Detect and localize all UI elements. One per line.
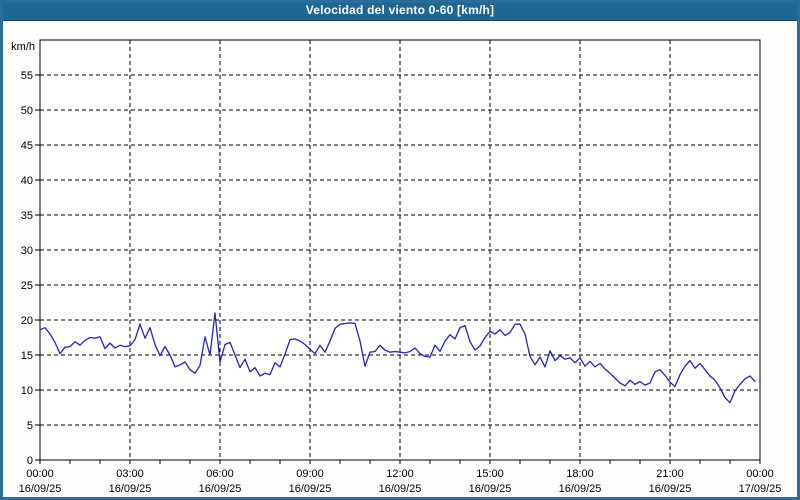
- y-tick-label: 55: [21, 70, 33, 82]
- window-title: Velocidad del viento 0-60 [km/h]: [305, 3, 495, 17]
- y-axis-unit-label: km/h: [11, 41, 35, 53]
- x-tick-time-label: 15:00: [476, 468, 504, 480]
- x-tick-date-label: 16/09/25: [379, 483, 422, 495]
- y-tick-label: 5: [27, 420, 33, 432]
- series-line: [39, 312, 756, 404]
- x-tick-date-label: 16/09/25: [289, 483, 332, 495]
- y-tick-label: 40: [21, 175, 33, 187]
- x-tick-time-label: 00:00: [746, 468, 774, 480]
- x-tick-time-label: 00:00: [26, 468, 54, 480]
- series-velocidad-del-viento: [39, 312, 756, 404]
- y-tick-label: 15: [21, 350, 33, 362]
- x-tick-time-label: 06:00: [206, 468, 234, 480]
- x-tick-date-label: 16/09/25: [559, 483, 602, 495]
- x-tick-time-label: 21:00: [656, 468, 684, 480]
- x-gridlines: [129, 40, 671, 460]
- y-tick-label: 35: [21, 210, 33, 222]
- y-tick-label: 0: [27, 455, 33, 467]
- window-title-bar: Velocidad del viento 0-60 [km/h]: [0, 0, 800, 21]
- y-tick-label: 20: [21, 315, 33, 327]
- y-tick-label: 50: [21, 105, 33, 117]
- x-tick-date-label: 16/09/25: [109, 483, 152, 495]
- y-tick-label: 30: [21, 245, 33, 257]
- x-tick-time-label: 18:00: [566, 468, 594, 480]
- x-tick-date-label: 16/09/25: [649, 483, 692, 495]
- x-tick-date-label: 17/09/25: [739, 483, 782, 495]
- x-tick-date-label: 16/09/25: [19, 483, 62, 495]
- y-axis-ticks-and-labels: 0 5 10 15 20 25 30 35 40 45 50 55: [21, 70, 40, 467]
- y-tick-label: 10: [21, 385, 33, 397]
- x-tick-date-label: 16/09/25: [469, 483, 512, 495]
- y-tick-label: 45: [21, 140, 33, 152]
- x-tick-time-label: 03:00: [116, 468, 144, 480]
- x-axis-ticks-and-labels: 00:00 16/09/25 03:00 16/09/25 06:00 16/09/25 0…: [19, 460, 782, 495]
- y-tick-label: 25: [21, 280, 33, 292]
- x-tick-time-label: 09:00: [296, 468, 324, 480]
- x-tick-date-label: 16/09/25: [199, 483, 242, 495]
- x-tick-time-label: 12:00: [386, 468, 414, 480]
